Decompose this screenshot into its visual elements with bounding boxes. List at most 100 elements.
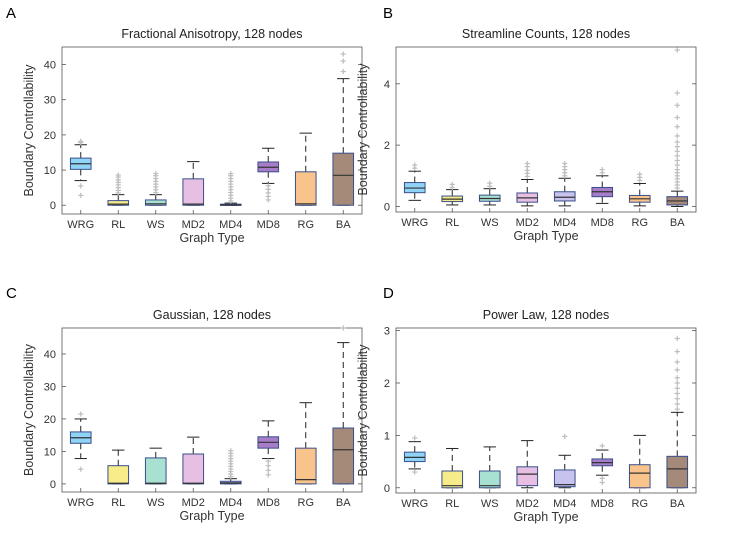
y-axis-label: Boundary Controllability [356, 63, 370, 196]
box-rl [441, 447, 464, 489]
x-tick-label: BA [336, 497, 351, 509]
outlier-point [674, 375, 680, 381]
box-md2 [182, 436, 205, 485]
outlier-point [637, 171, 643, 177]
outlier-point [524, 160, 530, 167]
outlier-point [412, 435, 418, 441]
box-ws [144, 170, 167, 206]
outlier-point [674, 47, 680, 53]
box-md8 [591, 167, 614, 204]
iqr-box [553, 191, 576, 202]
plot-area-frame [61, 46, 363, 215]
iqr-box [144, 199, 167, 206]
box-ba [332, 51, 355, 206]
panel-title: Power Law, 128 nodes [483, 308, 609, 322]
y-tick-label: 2 [384, 140, 390, 152]
x-tick-label: WS [481, 498, 499, 510]
iqr-box [294, 171, 317, 206]
x-tick-label: RG [298, 497, 315, 509]
box-md4 [219, 448, 242, 485]
iqr-box [553, 469, 576, 488]
x-tick-label: MD4 [219, 497, 242, 509]
outlier-point [674, 114, 680, 121]
outlier-point [674, 102, 680, 108]
box-rl [441, 181, 464, 206]
outlier-point [674, 153, 680, 159]
outlier-point [340, 58, 346, 64]
x-tick-label: WS [481, 217, 499, 229]
iqr-box [516, 466, 539, 487]
x-tick-label: MD2 [516, 217, 539, 229]
x-tick-label: WS [147, 497, 165, 509]
y-tick-label: 30 [44, 381, 56, 393]
box-md4 [219, 170, 242, 206]
x-tick-label: WRG [401, 217, 428, 229]
x-tick-label: RL [111, 219, 125, 231]
x-tick-label: MD2 [182, 219, 205, 231]
y-tick-label: 40 [44, 349, 56, 361]
outlier-point [487, 180, 493, 186]
outlier-point [674, 390, 680, 397]
outlier-point [674, 90, 680, 96]
box-rl [107, 449, 130, 485]
y-tick-label: 0 [384, 201, 390, 213]
box-rg [628, 171, 651, 207]
plot-area-frame [395, 327, 697, 494]
iqr-box [441, 470, 464, 489]
outlier-point [674, 157, 680, 164]
outlier-point [562, 433, 568, 440]
box-ws [478, 446, 501, 489]
x-tick-label: WRG [67, 219, 94, 231]
iqr-box [478, 470, 501, 489]
x-tick-label: RG [632, 498, 649, 510]
outlier-point [265, 472, 271, 478]
x-tick-label: RL [445, 217, 459, 229]
outlier-point [674, 167, 680, 173]
box-wrg [403, 162, 426, 201]
box-rg [294, 402, 317, 485]
x-tick-label: RG [298, 219, 315, 231]
panel-title: Fractional Anisotropy, 128 nodes [121, 27, 302, 41]
outlier-point [674, 406, 680, 412]
box-wrg [69, 411, 92, 472]
outlier-point [412, 162, 418, 168]
y-tick-label: 0 [50, 479, 56, 491]
outlier-point [449, 181, 455, 187]
plot-area-frame [61, 327, 363, 493]
x-tick-label: WRG [401, 498, 428, 510]
box-md4 [553, 433, 576, 489]
box-ba [666, 47, 689, 207]
outlier-point [228, 170, 234, 177]
y-tick-label: 20 [44, 130, 56, 142]
box-md2 [516, 160, 539, 207]
box-ws [144, 447, 167, 485]
box-plot-panel-d: Power Law, 128 nodes 0 1 2 3 Boundary Control… [356, 308, 697, 524]
box-plot-panel-c: Gaussian, 128 nodes 0 10 20 30 40 Boundary Con… [22, 308, 363, 523]
outlier-point [674, 139, 680, 145]
x-tick-label: MD8 [591, 217, 614, 229]
y-axis-label: Boundary Controllability [22, 343, 36, 476]
y-tick-label: 30 [44, 95, 56, 107]
x-axis-label: Graph Type [513, 229, 578, 243]
outlier-point [265, 463, 271, 469]
x-tick-label: WRG [67, 497, 94, 509]
box-md2 [182, 161, 205, 206]
y-tick-label: 10 [44, 165, 56, 177]
x-tick-label: MD2 [516, 498, 539, 510]
iqr-box [144, 457, 167, 485]
outlier-point [674, 385, 680, 391]
y-tick-label: 4 [384, 79, 390, 91]
outlier-point [674, 396, 680, 402]
y-tick-label: 3 [384, 326, 390, 338]
box-rl [107, 172, 130, 206]
box-md4 [553, 160, 576, 207]
outlier-point [78, 192, 84, 198]
y-axis-label: Boundary Controllability [356, 344, 370, 477]
panel-title: Gaussian, 128 nodes [153, 308, 271, 322]
x-tick-label: MD4 [219, 219, 242, 231]
box-ws [478, 180, 501, 206]
iqr-box [628, 464, 651, 489]
outlier-point [674, 359, 680, 365]
box-ba [666, 335, 689, 489]
iqr-box [666, 455, 689, 489]
